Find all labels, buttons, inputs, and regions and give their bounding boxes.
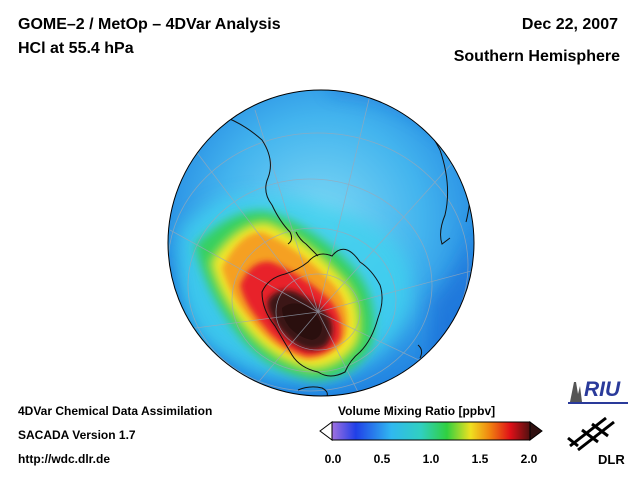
globe-outline	[167, 89, 475, 397]
colorbar-tick-4: 2.0	[520, 452, 538, 466]
colorbar-max-arrow	[529, 421, 543, 441]
riu-tower-icon	[570, 382, 582, 402]
colorbar-gradient	[331, 421, 531, 441]
colorbar-title: Volume Mixing Ratio [ppbv]	[338, 404, 496, 418]
map-title-line1: GOME–2 / MetOp – 4DVar Analysis	[18, 16, 281, 33]
dlr-logo: DLR	[567, 416, 625, 467]
globe-field	[168, 90, 474, 396]
dlr-text: DLR	[598, 452, 625, 467]
colorbar-tick-2: 1.0	[422, 452, 440, 466]
colorbar	[319, 421, 543, 441]
riu-logo: RIU	[568, 378, 628, 404]
colorbar-tick-0: 0.0	[324, 452, 342, 466]
footer-url: http://wdc.dlr.de	[18, 452, 110, 466]
footer-line1: 4DVar Chemical Data Assimilation	[18, 404, 213, 418]
map-region: Southern Hemisphere	[453, 48, 620, 65]
riu-text: RIU	[584, 378, 621, 401]
dlr-emblem-icon	[567, 416, 615, 452]
colorbar-tick-3: 1.5	[471, 452, 489, 466]
map-date: Dec 22, 2007	[521, 16, 618, 33]
colorbar-tick-1: 0.5	[373, 452, 391, 466]
map-title-line2: HCl at 55.4 hPa	[18, 40, 134, 57]
colorbar-min-arrow	[319, 421, 333, 441]
graticule	[168, 94, 474, 396]
footer-line2: SACADA Version 1.7	[18, 428, 136, 442]
